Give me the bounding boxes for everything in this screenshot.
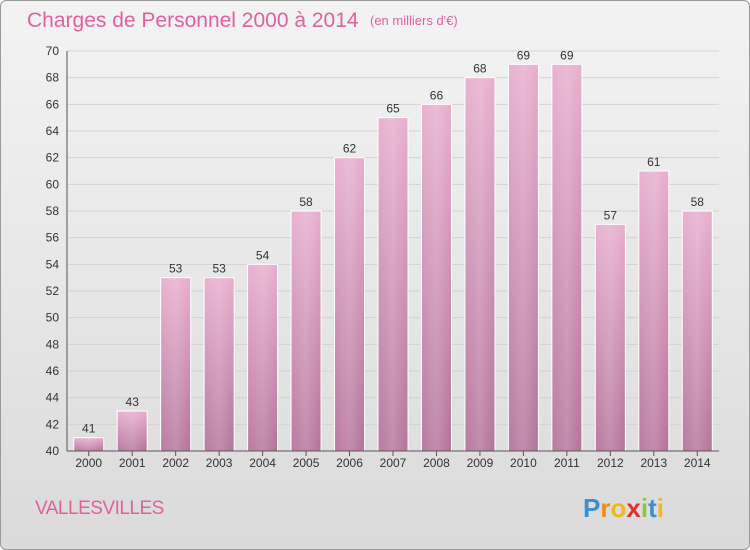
bar-highlight — [378, 117, 408, 452]
value-label: 58 — [299, 195, 313, 209]
x-tick-label: 2000 — [75, 456, 102, 470]
bar-highlight — [421, 104, 452, 451]
x-tick-label: 2010 — [510, 456, 537, 470]
x-tick-label: 2012 — [597, 456, 624, 470]
x-tick-label: 2006 — [336, 456, 363, 470]
proxiti-logo: Proxiti — [583, 493, 664, 523]
value-label: 41 — [82, 422, 96, 436]
value-label: 53 — [169, 262, 183, 276]
value-label: 66 — [430, 88, 444, 102]
bar-highlight — [551, 64, 582, 452]
logo-letter: i — [657, 493, 664, 523]
bar-highlight — [73, 437, 104, 451]
value-label: 65 — [386, 102, 400, 116]
y-tick-label: 68 — [46, 71, 60, 85]
y-tick-label: 52 — [46, 284, 60, 298]
bar-highlight — [682, 211, 713, 451]
value-label: 61 — [647, 155, 661, 169]
logo-letter: x — [626, 493, 641, 523]
value-label: 57 — [604, 208, 618, 222]
y-tick-label: 70 — [46, 44, 60, 58]
bar-highlight — [334, 157, 365, 451]
y-tick-label: 42 — [46, 417, 60, 431]
x-tick-label: 2014 — [684, 456, 711, 470]
chart-title: Charges de Personnel 2000 à 2014 — [27, 9, 359, 32]
value-label: 69 — [517, 48, 531, 62]
x-tick-label: 2013 — [640, 456, 667, 470]
logo-letter: i — [641, 493, 648, 523]
y-tick-label: 50 — [46, 311, 60, 325]
y-tick-label: 60 — [46, 177, 60, 191]
logo-letter: P — [583, 493, 600, 523]
x-axis-ticks: 2000 2001 2002 2003 2004 2005 2006 2007 2008 2009… — [75, 451, 711, 470]
y-tick-label: 66 — [46, 97, 60, 111]
bar-highlight — [160, 277, 191, 451]
x-tick-label: 2011 — [554, 456, 580, 470]
value-label: 68 — [473, 62, 487, 76]
bar-highlight — [595, 224, 626, 451]
logo-letter: r — [600, 493, 610, 523]
value-label: 54 — [256, 248, 270, 262]
y-tick-label: 54 — [46, 257, 60, 271]
value-label: 43 — [126, 395, 140, 409]
place-name: VALLESVILLES — [35, 498, 164, 519]
axes — [66, 51, 719, 452]
x-tick-label: 2005 — [293, 456, 320, 470]
y-tick-label: 56 — [46, 231, 60, 245]
bar-highlight — [291, 211, 322, 451]
y-tick-label: 58 — [46, 204, 60, 218]
y-tick-label: 44 — [46, 391, 60, 405]
y-tick-label: 64 — [46, 124, 60, 138]
logo-letter: o — [610, 493, 626, 523]
value-labels: 41 43 53 53 54 58 62 65 66 68 69 69 57 61 58 — [82, 48, 704, 435]
value-label: 53 — [212, 262, 226, 276]
bar-highlight — [638, 171, 669, 451]
x-tick-label: 2007 — [380, 456, 407, 470]
x-tick-label: 2004 — [249, 456, 276, 470]
bar-highlight — [117, 411, 148, 451]
chart-subtitle: (en milliers d'€) — [370, 13, 458, 28]
x-tick-label: 2003 — [206, 456, 233, 470]
x-tick-label: 2002 — [162, 456, 189, 470]
value-label: 62 — [343, 142, 357, 156]
bar-highlight — [464, 77, 495, 452]
y-tick-label: 62 — [46, 151, 60, 165]
y-axis-ticks: 40 42 44 46 48 50 52 54 56 58 60 62 64 66 68 70 — [46, 44, 60, 458]
bar-highlight — [508, 64, 539, 452]
x-tick-label: 2001 — [119, 456, 146, 470]
bar-highlight — [247, 264, 278, 451]
x-tick-label: 2008 — [423, 456, 450, 470]
y-tick-label: 46 — [46, 364, 60, 378]
bar-highlight — [204, 277, 235, 451]
logo-letter: t — [648, 493, 657, 523]
bars — [73, 63, 713, 452]
y-tick-label: 40 — [46, 444, 60, 458]
value-label: 58 — [691, 195, 705, 209]
value-label: 69 — [560, 48, 574, 62]
y-tick-label: 48 — [46, 337, 60, 351]
x-tick-label: 2009 — [467, 456, 494, 470]
